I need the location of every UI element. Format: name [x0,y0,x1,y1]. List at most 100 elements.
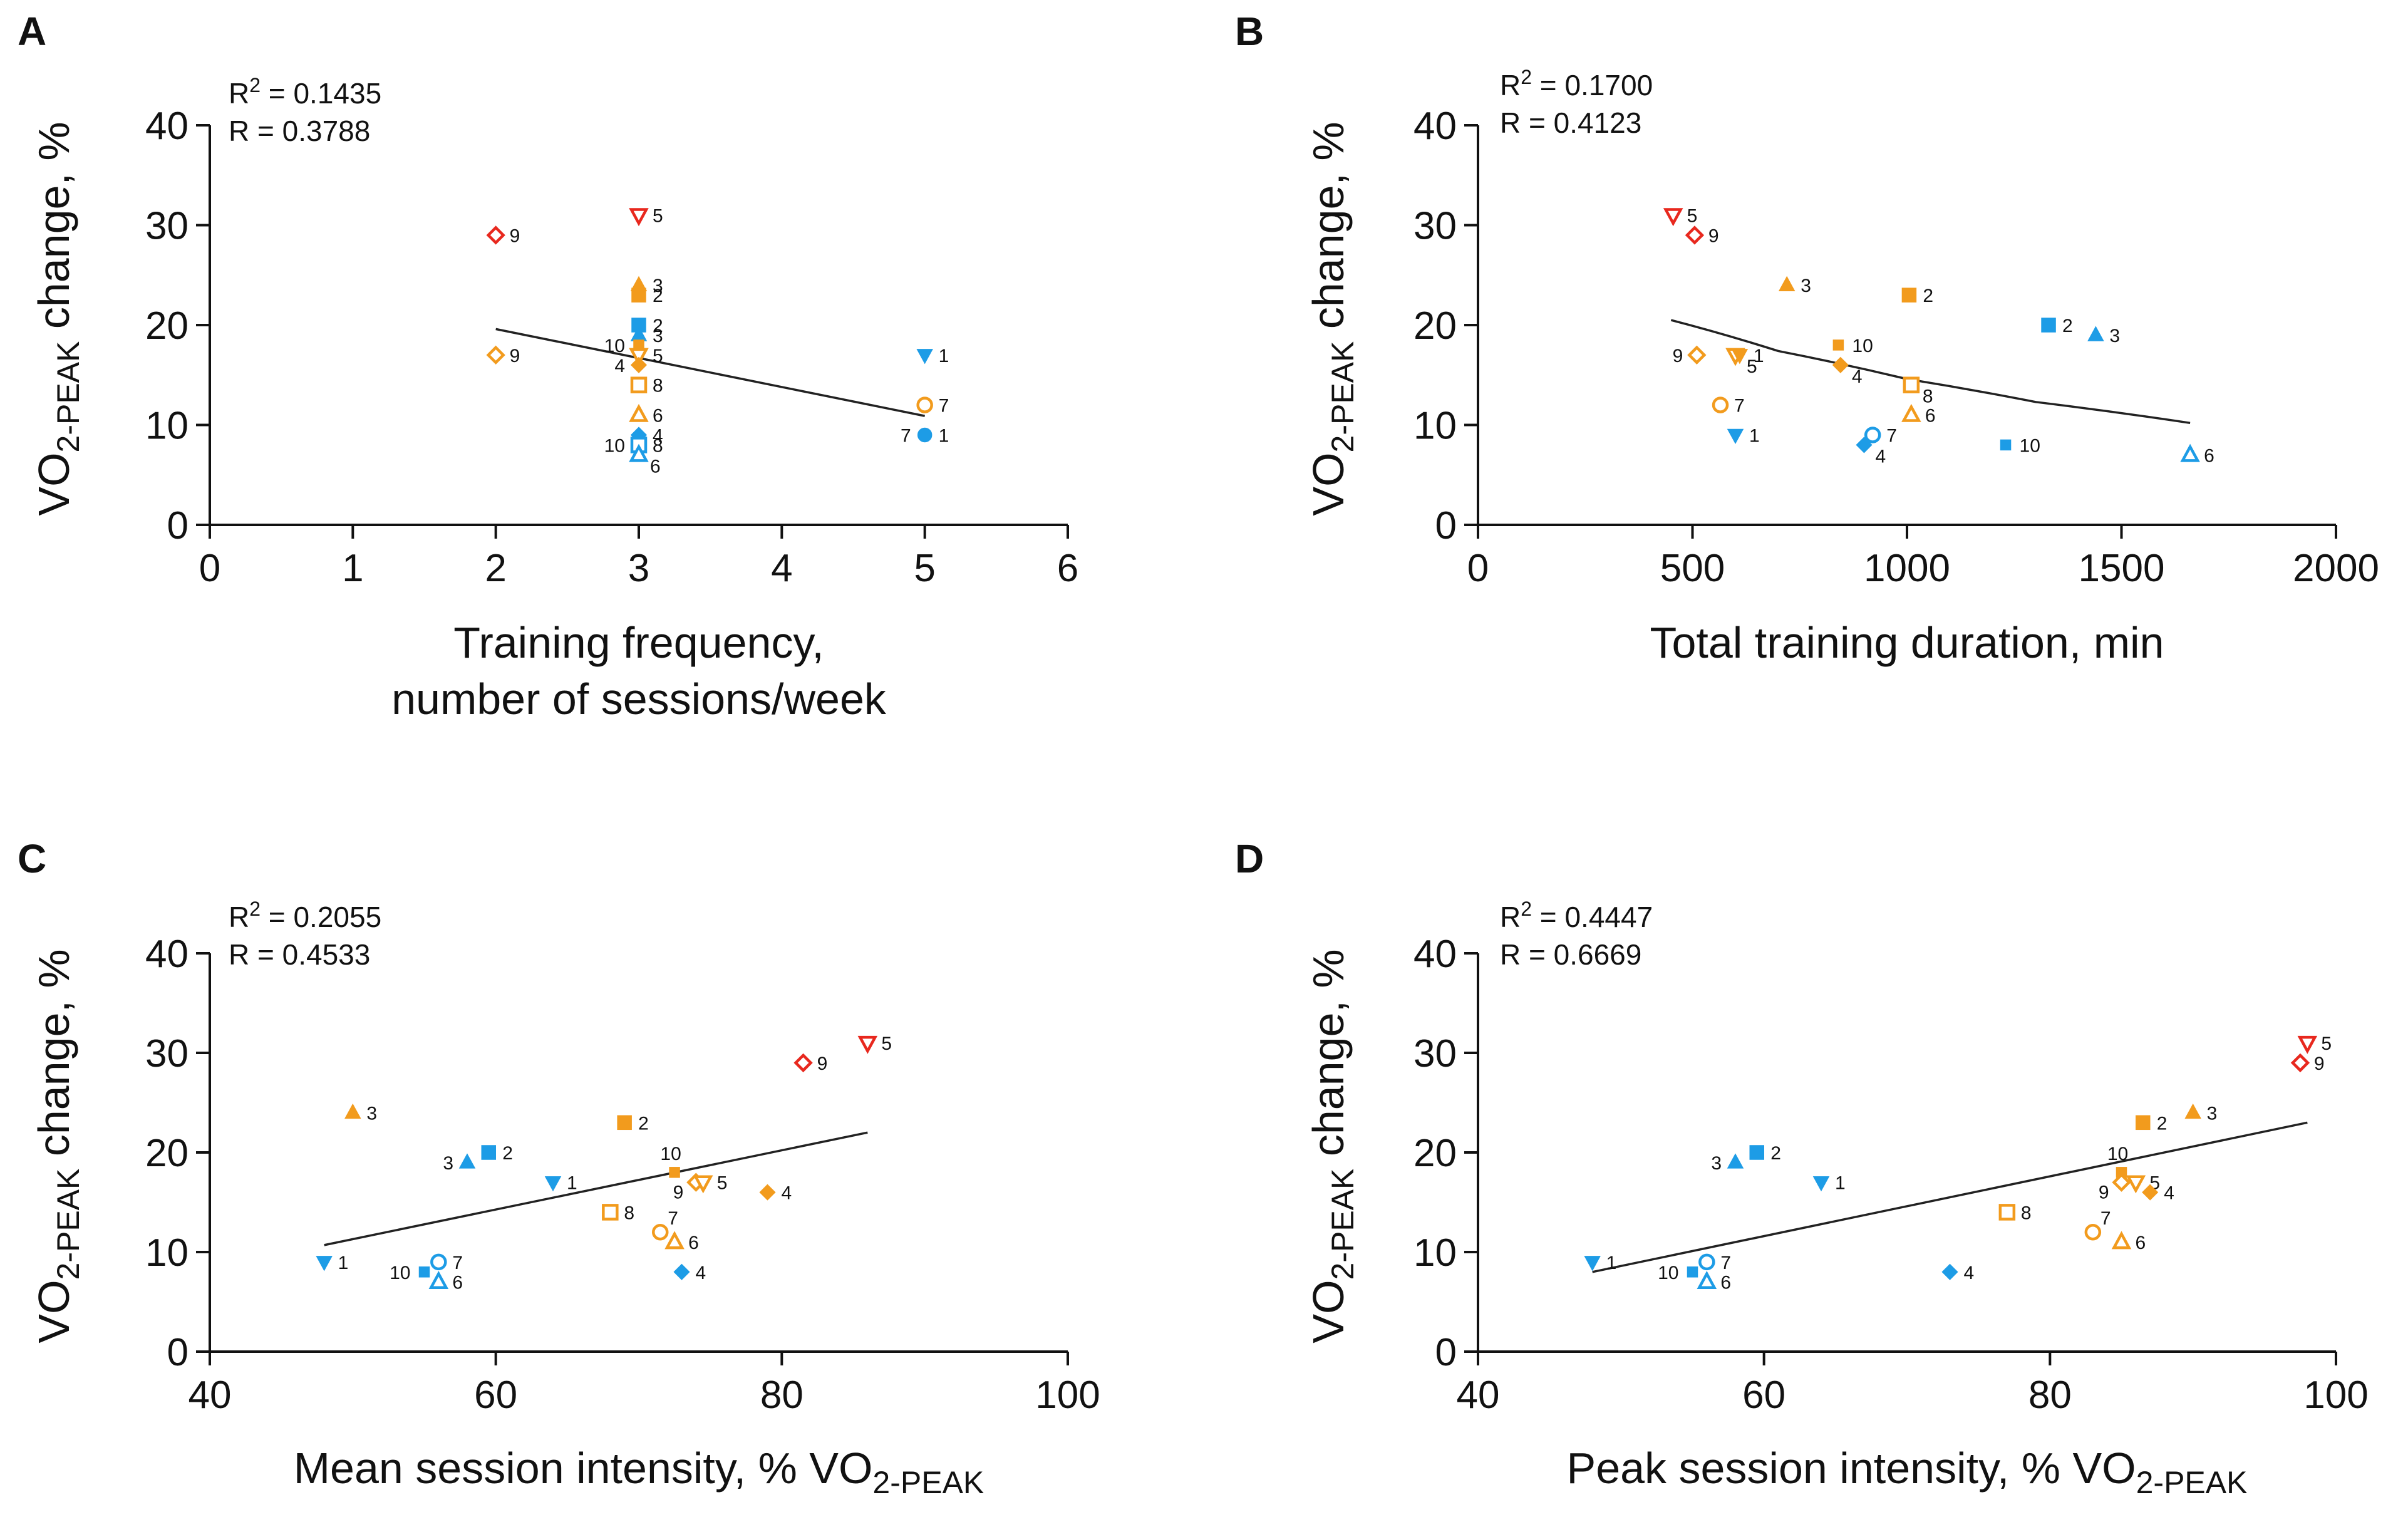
marker-triangle-up [2184,1103,2201,1119]
data-point-label: 1 [1606,1253,1617,1273]
x-tick-label: 500 [1660,547,1725,590]
marker-triangle-up [2087,326,2104,341]
data-point-label: 5 [1687,206,1698,227]
y-axis-title-sub: 2-PEAK [1325,1169,1360,1280]
x-axis-title-main: Total training duration, min [1650,618,2164,667]
data-point: 3 [443,1153,476,1174]
data-point: 7 [916,396,949,417]
marker-circle [652,1223,669,1241]
marker-triangle-down [544,1176,562,1192]
data-point-label: 6 [650,456,661,477]
x-tick-label: 4 [771,547,792,590]
data-point: 5 [857,1033,892,1054]
marker-triangle-down [2126,1175,2146,1194]
marker-square [1832,339,1844,351]
marker-circle [917,427,933,443]
data-point-label: 6 [688,1233,699,1253]
marker-diamond [673,1263,690,1280]
y-axis-title-sub: 2-PEAK [51,341,86,453]
y-axis-title-main: VO [1304,452,1353,515]
data-point: 5 [629,346,663,366]
marker-triangle-down [316,1256,333,1271]
regression-line [1592,1121,2308,1273]
marker-triangle-down [857,1035,878,1054]
data-point: 8 [1998,1203,2032,1223]
data-point: 1 [1731,346,1764,366]
data-point: 4 [759,1183,792,1204]
x-tick-label: 100 [1035,1374,1100,1417]
data-point-label: 4 [653,425,663,446]
data-point: 3 [630,326,663,346]
x-tick-label: 1000 [1864,547,1950,590]
marker-triangle-down [629,208,649,227]
data-point-label: 1 [338,1253,349,1273]
marker-diamond [2142,1184,2159,1201]
r-label: R = 0.4123 [1500,106,1641,139]
data-point: 10 [390,1263,430,1283]
y-tick-label: 30 [1413,205,1457,248]
x-axis-title-main: Training frequency, [453,618,824,667]
data-point-label: 10 [2020,435,2040,456]
y-tick-label: 20 [1413,1132,1457,1175]
regression-line [495,328,926,417]
r-squared-prefix: R [229,77,249,110]
y-axis-title: VO2-PEAK change, % [1304,949,1360,1343]
data-point: 6 [629,403,663,427]
marker-triangle-down [916,349,933,365]
y-tick-label: 0 [1435,1331,1457,1374]
data-point: 8 [1903,376,1933,407]
regression-line [324,1131,868,1246]
data-point-label: 4 [782,1183,792,1204]
data-point-label: 7 [1886,425,1897,446]
data-point: 7 [2084,1208,2111,1241]
data-point-label: 4 [1876,446,1886,467]
data-point-label: 4 [1852,366,1863,387]
r-squared-value: = 0.2055 [261,901,381,933]
marker-diamond [1685,225,1705,245]
data-point-label: 10 [604,336,625,356]
marker-triangle-up [1697,1271,1717,1289]
data-point: 10 [660,1144,681,1178]
data-point-label: 10 [660,1144,681,1164]
data-point: 3 [344,1103,377,1124]
marker-square [1749,1145,1764,1160]
r-squared-value: = 0.1435 [261,77,381,110]
r-squared-value: = 0.1700 [1532,69,1653,101]
r-squared-sup: 2 [249,74,261,96]
data-point-label: 3 [1711,1153,1722,1174]
data-point-label: 9 [1708,225,1719,246]
marker-triangle-down [1663,208,1683,227]
marker-square [2136,1115,2151,1131]
data-point-label: 2 [638,1113,649,1134]
y-tick-label: 40 [1413,933,1457,976]
y-tick-label: 30 [145,205,189,248]
data-point: 8 [602,1203,634,1223]
marker-triangle-down [2297,1035,2318,1054]
data-point: 2 [481,1143,513,1164]
data-point: 6 [2111,1231,2146,1253]
data-point: 2 [1749,1143,1781,1164]
data-point: 1 [544,1173,577,1194]
r-squared-sup: 2 [1521,66,1532,88]
r-squared-label: R2 = 0.1700 [1500,66,1653,101]
x-tick-label: 1500 [2079,547,2165,590]
marker-triangle-up [629,443,649,462]
marker-triangle-up [344,1103,361,1119]
marker-triangle-down [1584,1256,1601,1271]
x-tick-label: 0 [199,547,220,590]
r-squared-sup: 2 [249,898,261,920]
y-tick-label: 20 [145,1132,189,1175]
marker-triangle-down [629,348,649,366]
data-point-label: 1 [1835,1173,1846,1194]
marker-square [2000,439,2012,451]
data-point-label: 7 [452,1253,463,1273]
x-tick-label: 0 [1467,547,1489,590]
marker-square [1901,287,1917,303]
marker-diamond [630,356,648,373]
y-tick-label: 0 [1435,504,1457,547]
data-point-label: 10 [390,1263,410,1283]
data-point: 7 [901,425,911,446]
x-tick-label: 40 [189,1374,232,1417]
data-point: 2 [1901,286,1933,306]
